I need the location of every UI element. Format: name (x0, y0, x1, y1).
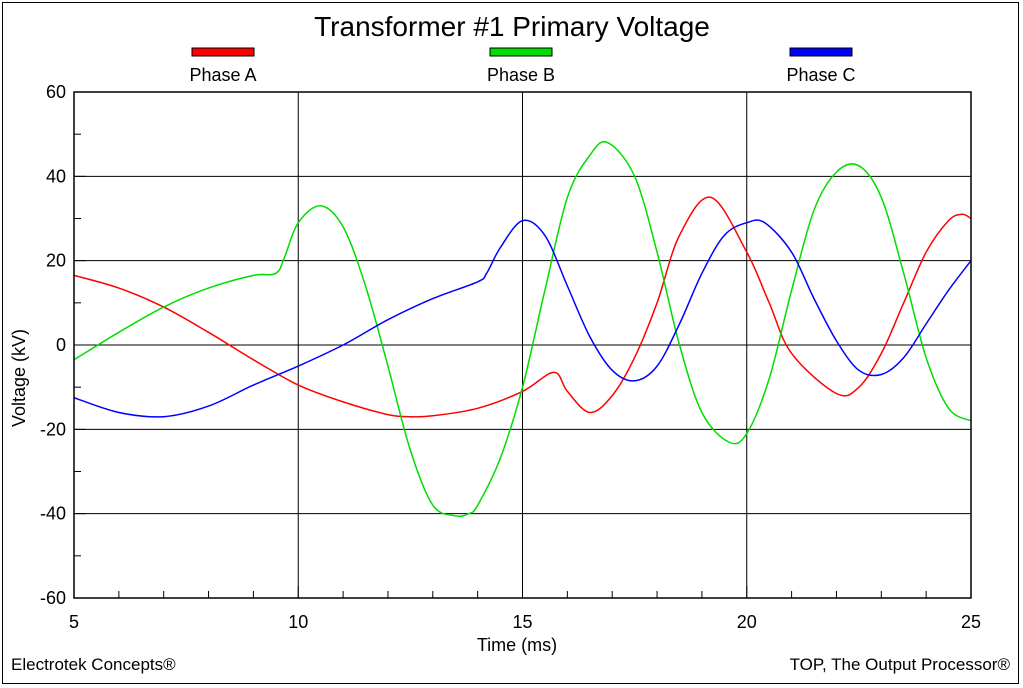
x-tick-label: 10 (288, 612, 308, 632)
y-tick-label: 0 (56, 335, 66, 355)
y-axis-label: Voltage (kV) (9, 329, 29, 427)
series-line-phase-c (74, 219, 971, 418)
series-layer (74, 141, 971, 518)
x-tick-labels: 5 10 15 20 25 (69, 612, 981, 632)
y-tick-label: -40 (40, 504, 66, 524)
x-axis-label: Time (ms) (477, 635, 557, 655)
y-tick-labels: -60 -40 -20 0 20 40 60 (40, 82, 66, 608)
chart-svg: Transformer #1 Primary Voltage Phase A Ph… (9, 11, 981, 655)
y-tick-label: -60 (40, 588, 66, 608)
x-tick-label: 25 (961, 612, 981, 632)
legend-label: Phase C (786, 65, 855, 85)
y-tick-label: 60 (46, 82, 66, 102)
footer-left-text: Electrotek Concepts® (11, 655, 176, 674)
series-line-phase-b (74, 141, 971, 518)
x-tick-label: 5 (69, 612, 79, 632)
y-tick-label: 20 (46, 251, 66, 271)
grid (74, 92, 971, 598)
series-line-phase-a (74, 196, 971, 418)
legend-swatch (789, 47, 853, 57)
legend-label: Phase B (487, 65, 555, 85)
legend-swatch (489, 47, 553, 57)
chart-title: Transformer #1 Primary Voltage (314, 11, 710, 42)
legend: Phase A Phase B Phase C (189, 47, 856, 85)
x-tick-label: 15 (512, 612, 532, 632)
legend-swatch (191, 47, 255, 57)
y-tick-label: 40 (46, 166, 66, 186)
legend-label: Phase A (189, 65, 256, 85)
footer-right-text: TOP, The Output Processor® (789, 655, 1010, 674)
x-tick-label: 20 (737, 612, 757, 632)
y-tick-label: -20 (40, 419, 66, 439)
ticks (73, 91, 972, 599)
